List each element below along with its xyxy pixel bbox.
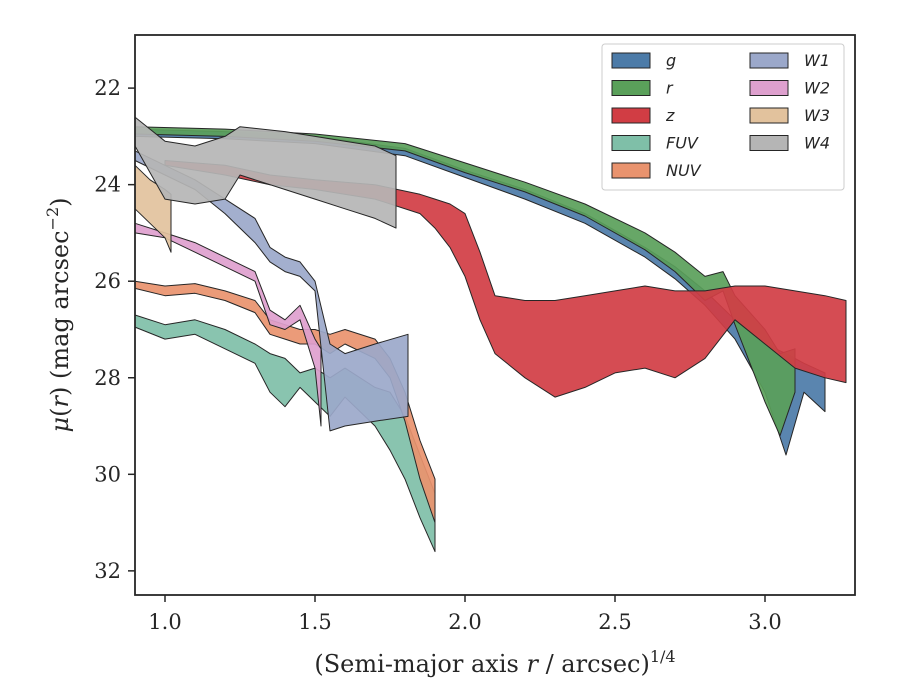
x-tick-label: 1.0 [148,610,181,634]
x-axis-label-var: r [526,650,539,678]
legend-swatch-fuv [611,135,651,151]
x-axis-label-text: (Semi-major axis [314,650,518,678]
y-tick-label: 28 [94,366,121,390]
legend-swatch-r [611,80,651,96]
series-band-w4 [134,116,397,229]
legend: grz FUV NUV W1 W2 W3 W4 [601,43,845,191]
series-band-z [164,160,847,398]
series-band-w1 [134,150,409,432]
y-tick-label: 22 [94,76,121,100]
x-tick-label: 2.0 [448,610,481,634]
legend-swatch-w3 [749,107,789,124]
legend-label-w3: W3 [804,106,830,125]
data-bands [134,116,847,553]
legend-swatch-w1 [749,52,789,69]
x-axis-label: (Semi-major axis r / arcsec)1/4 [314,647,675,678]
legend-label-nuv: NUV [666,161,702,180]
plot-frame [134,34,856,596]
series-band-r [134,126,796,437]
series-band-w2 [134,222,322,427]
x-axis-label-rest: / arcsec) [546,650,650,678]
legend-swatch-z [611,107,651,124]
y-axis-label-close: ) [46,197,74,206]
y-axis-label-var: r [46,395,74,408]
y-tick-label: 24 [94,173,121,197]
series-band-fuv [134,314,436,553]
legend-swatch-g [611,52,651,69]
y-axis-label-mu: μ [46,417,74,433]
x-axis-ticks: 1.0 1.5 2.0 2.5 3.0 [148,595,782,634]
legend-swatch-w4 [749,135,789,151]
y-axis-label-exponent: −2 [43,207,62,231]
x-tick-label: 1.5 [298,610,331,634]
legend-label-r: r [666,79,674,98]
series-band-w3 [134,164,172,253]
legend-label-w4: W4 [804,134,830,153]
y-axis-label: μ(r) (mag arcsec−2) [43,197,74,432]
legend-swatch-w2 [749,80,789,96]
x-tick-label: 2.5 [598,610,631,634]
x-tick-label: 3.0 [748,610,781,634]
x-axis-label-exponent: 1/4 [650,647,676,666]
y-tick-label: 32 [94,559,121,583]
legend-label-z: z [665,106,675,125]
y-tick-label: 30 [94,462,121,486]
y-axis-label-rest: (mag arcsec [46,230,74,379]
legend-label-g: g [666,51,676,70]
legend-label-fuv: FUV [666,134,699,153]
y-tick-label: 26 [94,269,121,293]
legend-label-w1: W1 [804,51,830,70]
legend-swatch-nuv [611,162,651,179]
y-axis-ticks: 22 24 26 28 30 32 [94,76,135,583]
legend-label-w2: W2 [804,79,830,98]
